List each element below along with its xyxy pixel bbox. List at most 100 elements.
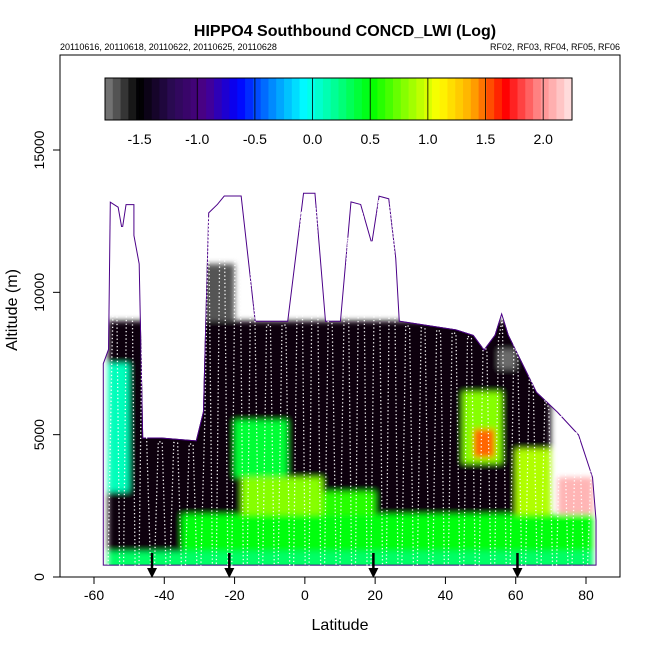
- colorbar-tick-label: 1.5: [476, 131, 496, 147]
- y-tick-label: 15000: [31, 130, 47, 169]
- heatmap-area: [102, 192, 597, 566]
- colorbar-tick-label: 0.5: [360, 131, 380, 147]
- y-tick-label: 10000: [31, 273, 47, 312]
- colorbar-segment: [128, 78, 137, 120]
- colorbar-segment: [509, 78, 519, 120]
- colorbar-segment: [478, 78, 487, 120]
- colorbar-segment: [291, 78, 301, 120]
- colorbar-segment: [525, 78, 534, 120]
- colorbar-tick-label: -1.5: [128, 131, 152, 147]
- colorbar-segment: [431, 78, 441, 120]
- x-axis: -60 -40 -20 0 20 40 60 80: [84, 576, 594, 603]
- heatmap-region: [557, 477, 594, 521]
- colorbar-segment: [416, 78, 425, 120]
- colorbar-segment: [377, 78, 386, 120]
- x-tick-label: -40: [154, 587, 174, 603]
- colorbar-segment: [175, 78, 184, 120]
- colorbar-tick-label: -1.0: [185, 131, 209, 147]
- colorbar-segment: [354, 78, 363, 120]
- heatmap-region: [199, 263, 235, 321]
- colorbar-segment: [517, 78, 526, 120]
- colorbar-segment: [120, 78, 129, 120]
- flight-track-path: [107, 196, 592, 566]
- colorbar-segment: [213, 78, 223, 120]
- heatmap-region: [108, 551, 594, 566]
- colorbar-segment: [159, 78, 168, 120]
- colorbar-segment: [369, 78, 379, 120]
- colorbar-segment: [260, 78, 270, 120]
- colorbar-segment: [237, 78, 246, 120]
- heatmap-region: [473, 428, 495, 458]
- colorbar-segment: [182, 78, 192, 120]
- colorbar-segment: [486, 78, 495, 120]
- data-envelope-outline: [102, 192, 597, 566]
- colorbar-segment: [556, 78, 565, 120]
- chart-subtitle-dates: 20110616, 20110618, 20110622, 20110625, …: [60, 42, 277, 52]
- colorbar-segment: [439, 78, 449, 120]
- colorbar-tick-label: 0.0: [303, 131, 323, 147]
- colorbar-segment: [463, 78, 472, 120]
- colorbar-segment: [338, 78, 347, 120]
- x-tick-label: 40: [438, 587, 454, 603]
- y-axis: 0 5000 10000 15000: [31, 130, 60, 581]
- x-axis-label: Latitude: [312, 617, 369, 634]
- colorbar-segment: [112, 78, 122, 120]
- x-tick-label: -60: [84, 587, 104, 603]
- colorbar-segment: [252, 78, 262, 120]
- x-tick-label: 80: [578, 587, 594, 603]
- colorbar-segment: [385, 78, 394, 120]
- colorbar-segment: [447, 78, 456, 120]
- colorbar-segment: [400, 78, 410, 120]
- colorbar-tick-label: -0.5: [243, 131, 267, 147]
- colorbar-segment: [143, 78, 153, 120]
- colorbar-segment: [198, 78, 207, 120]
- colorbar-segment: [190, 78, 199, 120]
- chart-subtitle-flights: RF02, RF03, RF04, RF05, RF06: [490, 42, 620, 52]
- colorbar-segment: [268, 78, 277, 120]
- y-axis-label: Altitude (m): [4, 269, 21, 351]
- colorbar-frame: [104, 77, 573, 121]
- x-tick-label: 0: [301, 587, 309, 603]
- x-tick-label: 60: [508, 587, 524, 603]
- colorbar-segment: [455, 78, 464, 120]
- colorbar-segment: [494, 78, 503, 120]
- latitude-arrow-head: [146, 568, 157, 578]
- heatmap-region: [498, 349, 516, 370]
- colorbar-segment: [424, 78, 433, 120]
- latitude-markers: [146, 553, 523, 578]
- colorbar-segment: [167, 78, 176, 120]
- colorbar-segment: [307, 78, 316, 120]
- latitude-arrow-head: [224, 568, 235, 578]
- colorbar-segment: [299, 78, 308, 120]
- chart-title: HIPPO4 Southbound CONCD_LWI (Log): [194, 23, 496, 40]
- colorbar-segment: [346, 78, 355, 120]
- colorbar-segment: [540, 78, 550, 120]
- heatmap-region: [181, 514, 594, 552]
- heatmap-region: [234, 420, 288, 478]
- latitude-arrow-head: [512, 568, 523, 578]
- colorbar-segment: [501, 78, 511, 120]
- colorbar-segment: [276, 78, 285, 120]
- colorbar-segment: [548, 78, 558, 120]
- colorbar-segment: [361, 78, 371, 120]
- colorbar-segment: [229, 78, 238, 120]
- colorbar-segment: [284, 78, 293, 120]
- colorbar-segment: [245, 78, 254, 120]
- colorbar-segment: [470, 78, 480, 120]
- colorbar-segment: [105, 78, 114, 120]
- colorbar-segment: [564, 78, 573, 120]
- colorbar-segment: [330, 78, 340, 120]
- y-tick-label: 0: [31, 573, 47, 581]
- colorbar-segment: [136, 78, 145, 120]
- colorbar: -1.5 -1.0 -0.5 0.0 0.5 1.0 1.5 2.0: [104, 77, 573, 147]
- colorbar-tick-label: 2.0: [533, 131, 553, 147]
- latitude-arrow-head: [368, 568, 379, 578]
- colorbar-segment: [151, 78, 161, 120]
- colorbar-segment: [392, 78, 402, 120]
- colorbar-segment: [408, 78, 417, 120]
- colorbar-segment: [206, 78, 215, 120]
- colorbar-segment: [533, 78, 542, 120]
- y-tick-label: 5000: [31, 419, 47, 450]
- colorbar-segment: [322, 78, 332, 120]
- x-tick-label: -20: [224, 587, 244, 603]
